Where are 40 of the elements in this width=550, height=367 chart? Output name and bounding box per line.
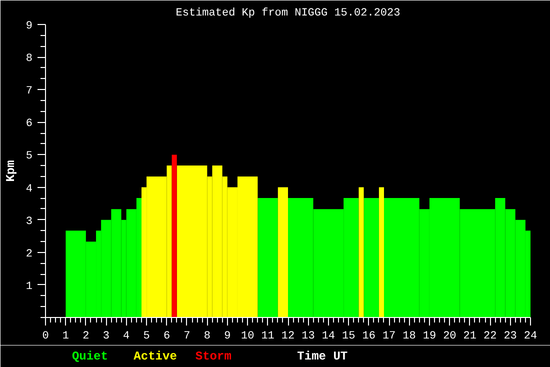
chart-title: Estimated Kp from NIGGG 15.02.2023 (176, 8, 400, 20)
y-tick-label: 5 (26, 150, 33, 163)
x-tick-label: 14 (322, 330, 336, 342)
x-tick-label: 17 (382, 330, 396, 342)
x-tick-label: 20 (443, 330, 456, 342)
x-tick-label: 24 (524, 330, 538, 342)
x-tick-label: 9 (224, 330, 231, 342)
y-tick-label: 6 (26, 118, 33, 130)
x-tick-label: 8 (204, 330, 210, 342)
x-tick-label: 5 (143, 330, 150, 342)
x-tick-label: 19 (422, 330, 436, 342)
x-tick-label: 11 (261, 330, 275, 342)
text: Active (134, 350, 177, 364)
y-tick-label: 8 (26, 53, 33, 66)
x-tick-label: 16 (362, 330, 376, 342)
y-axis-title: Kpm (4, 160, 18, 182)
x-tick-label: 13 (302, 330, 315, 342)
y-tick-label: 9 (26, 20, 33, 32)
y-tick-label: 4 (26, 183, 33, 196)
y-tick-label: 1 (26, 280, 33, 293)
x-tick-label: 23 (504, 330, 517, 342)
x-tick-label: 0 (42, 330, 49, 342)
x-tick-label: 10 (240, 330, 254, 342)
x-tick-label: 21 (463, 330, 477, 342)
x-tick-label: 15 (342, 330, 356, 342)
x-tick-label: 12 (281, 330, 295, 342)
text: Quiet (72, 350, 108, 364)
x-axis-title: Time UT (297, 350, 348, 364)
y-tick-label: 3 (26, 216, 33, 228)
x-tick-label: 4 (123, 330, 130, 342)
y-tick-label: 2 (26, 248, 33, 260)
x-tick-label: 18 (402, 330, 416, 342)
x-tick-label: 1 (62, 330, 70, 342)
y-tick-label: 7 (26, 86, 33, 98)
x-tick-label: 22 (483, 330, 497, 342)
x-tick-label: 3 (102, 330, 110, 342)
x-tick-label: 6 (163, 330, 170, 342)
x-tick-label: 7 (184, 330, 190, 342)
x-tick-label: 2 (82, 330, 90, 342)
text: Storm (195, 350, 232, 364)
